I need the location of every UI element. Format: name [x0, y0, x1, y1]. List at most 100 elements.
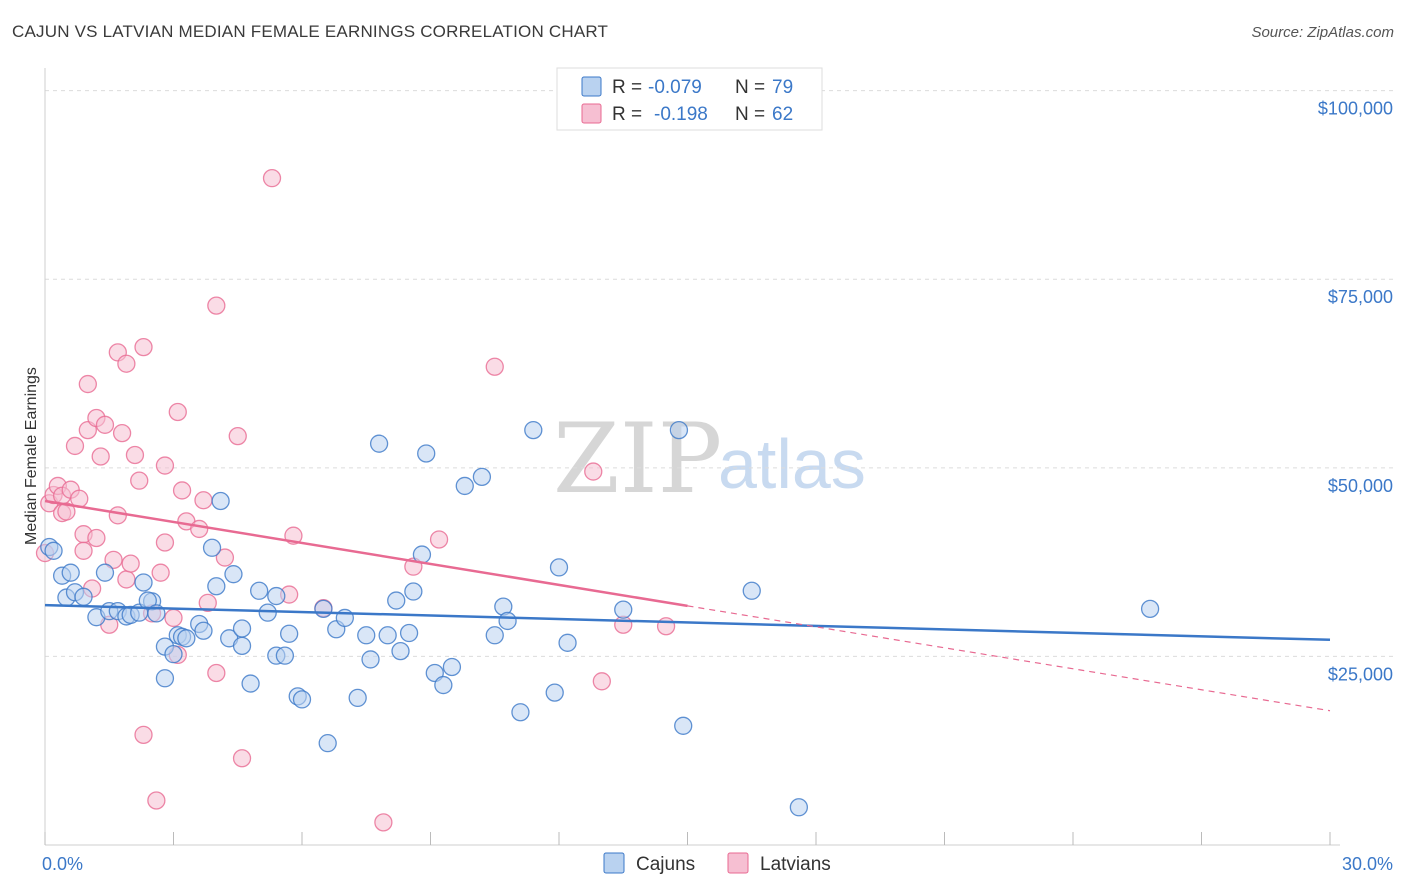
latvian-point [125, 445, 145, 465]
latvian-point [592, 672, 611, 691]
legend-bottom-cajun-swatch [603, 852, 625, 874]
legend-cajun-r-label: R = [612, 77, 642, 98]
cajun-point [455, 476, 474, 496]
legend-cajun-n-label: N = [735, 77, 765, 98]
legend-bottom: Cajuns Latvians [603, 852, 831, 875]
cajun-point [61, 563, 80, 582]
latvian-point [656, 617, 676, 636]
latvian-trend-line [44, 499, 688, 608]
cajun-point [194, 621, 213, 640]
x-tick-label-max: 30.0% [1342, 854, 1393, 874]
latvian-trend-line-extension [687, 605, 1331, 712]
latvian-point [164, 608, 183, 628]
cajun-point [417, 444, 436, 463]
cajun-point [348, 688, 367, 708]
latvian-point [112, 423, 132, 443]
cajun-point [250, 581, 269, 600]
latvian-point [198, 593, 217, 612]
latvian-point [134, 725, 153, 745]
cajun-point [314, 599, 333, 619]
watermark-atlas: atlas [718, 425, 866, 503]
latvian-point [190, 519, 209, 539]
cajun-point [224, 565, 243, 584]
legend-top: R = -0.079 N = 79 R = -0.198 N = 62 [556, 67, 823, 131]
latvian-point [228, 426, 247, 446]
cajun-point [549, 558, 569, 577]
latvian-point [429, 530, 449, 549]
legend-latvian-n-label: N = [735, 104, 765, 125]
y-tick-label-3: $100,000 [1318, 99, 1393, 119]
y-axis-title: Median Female Earnings [23, 367, 40, 545]
cajun-point [524, 420, 543, 440]
cajun-point [134, 573, 153, 592]
cajun-point [498, 611, 517, 631]
latvian-point [374, 813, 393, 832]
cajun-point [1140, 599, 1160, 619]
x-ticks [44, 832, 1331, 845]
cajun-point [267, 586, 286, 606]
trend-lines [44, 499, 1331, 712]
chart-title: CAJUN VS LATVIAN MEDIAN FEMALE EARNINGS … [12, 22, 609, 41]
cajun-point [442, 657, 462, 677]
latvian-point [172, 481, 192, 500]
cajun-point [387, 591, 406, 610]
y-tick-label-0: $25,000 [1328, 664, 1393, 684]
latvian-point [584, 462, 603, 481]
cajun-point [318, 734, 337, 753]
latvian-point [194, 491, 213, 510]
gridlines [45, 90, 1393, 657]
x-tick-label-min: 0.0% [42, 854, 83, 874]
legend-latvian-r: -0.198 [654, 104, 708, 125]
cajun-point [404, 582, 423, 601]
cajun-point [258, 603, 277, 622]
cajun-points [40, 420, 1160, 817]
cajun-point [275, 646, 295, 665]
legend-bottom-cajun-label: Cajuns [636, 854, 695, 875]
latvian-point [485, 357, 504, 376]
cajun-point [95, 563, 115, 582]
cajun-point [485, 626, 504, 645]
latvian-point [65, 436, 85, 456]
cajun-point [207, 577, 226, 596]
cajun-point [164, 644, 183, 664]
latvian-point [130, 471, 149, 490]
cajun-point [357, 626, 376, 645]
source-credit: Source: ZipAtlas.com [1251, 24, 1394, 41]
latvian-point [117, 354, 136, 373]
cajun-point [369, 434, 389, 453]
latvian-point [147, 791, 166, 810]
cajun-point [378, 626, 397, 645]
cajun-point [558, 633, 577, 652]
cajun-point [202, 538, 222, 557]
cajun-point [279, 624, 299, 643]
cajun-point [177, 629, 196, 648]
cajun-point [44, 541, 63, 560]
cajun-point [292, 690, 312, 709]
cajun-point [742, 581, 761, 600]
latvian-point [91, 447, 110, 466]
watermark-zip: ZIP [553, 403, 722, 515]
cajun-point [74, 587, 93, 606]
legend-latvian-r-label: R = [612, 104, 642, 125]
cajun-point [361, 650, 380, 669]
cajun-point [155, 669, 175, 688]
latvian-point [215, 548, 235, 567]
y-tick-labels: $25,000 $50,000 $75,000 $100,000 [1318, 99, 1393, 685]
cajun-point [232, 619, 252, 638]
cajun-point [669, 420, 689, 440]
axes [44, 68, 1340, 846]
cajun-point [614, 600, 633, 619]
legend-cajun-swatch [581, 76, 602, 97]
latvian-point [207, 296, 226, 315]
cajun-point [674, 716, 693, 735]
latvian-point [117, 570, 136, 589]
latvian-point [78, 374, 97, 394]
latvian-point [121, 554, 140, 573]
latvian-point [155, 456, 175, 475]
cajun-point [232, 636, 252, 655]
latvian-point [262, 168, 282, 188]
cajun-trend-line [44, 603, 1331, 642]
legend-latvian-n: 62 [772, 104, 793, 125]
legend-cajun-r: -0.079 [648, 77, 702, 98]
legend-latvian-swatch [581, 103, 602, 124]
